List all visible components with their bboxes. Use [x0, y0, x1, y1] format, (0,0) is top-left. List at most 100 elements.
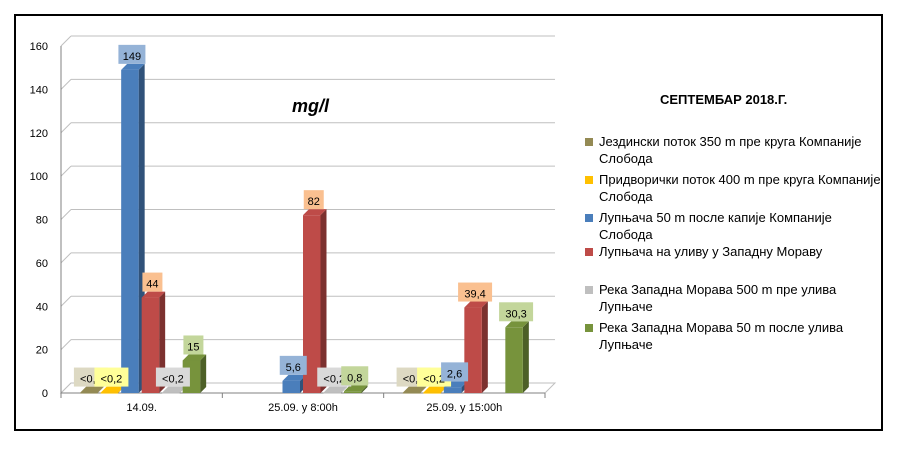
bar-top	[121, 63, 145, 70]
bar	[303, 215, 321, 393]
gridline-side	[60, 35, 72, 47]
data-label-bg	[94, 367, 129, 387]
y-tick-label: 160	[30, 41, 48, 53]
y-tick-label: 0	[42, 388, 48, 400]
y-tick-label: 140	[30, 84, 48, 96]
data-label: <0,2	[323, 374, 345, 386]
data-label: 0,8	[347, 372, 362, 384]
bar-side	[420, 386, 427, 393]
data-label: <0,2	[101, 374, 123, 386]
bar-top	[303, 209, 327, 216]
unit-label: mg/l	[292, 96, 330, 116]
y-tick-label: 40	[36, 301, 48, 313]
data-label: 39,4	[464, 289, 485, 301]
legend-label: Лупњача на уливу у Западну Мораву	[599, 244, 823, 259]
data-label: 2,6	[447, 368, 462, 380]
y-tick-label: 20	[36, 345, 48, 357]
legend-item: Река Западна Морава 50 m после улива Луп…	[585, 319, 885, 353]
bar-top	[423, 386, 447, 393]
y-tick-label: 80	[36, 215, 48, 227]
data-label: 82	[308, 196, 320, 208]
gridline-side	[60, 165, 72, 177]
bar-top	[100, 386, 125, 393]
bar-side	[320, 209, 327, 393]
legend-swatch	[585, 214, 593, 222]
bar	[100, 392, 119, 394]
x-tick-label: 25.09. у 15:00h	[426, 402, 502, 414]
legend-swatch	[585, 138, 593, 146]
data-label-bg	[341, 366, 369, 386]
bar-top	[141, 291, 166, 298]
bar-top	[323, 386, 347, 393]
gridline-side	[60, 122, 72, 134]
bar	[323, 392, 341, 394]
bar	[423, 392, 441, 394]
data-label: 5,6	[286, 362, 301, 374]
legend-item: Јездински поток 350 m пре круга Компаниј…	[585, 133, 885, 171]
legend-swatch	[585, 248, 593, 256]
data-label: <0,2	[162, 374, 184, 386]
y-tick-label: 100	[30, 171, 48, 183]
data-label-bg	[155, 367, 190, 387]
bar-side	[481, 301, 488, 393]
bar-side	[200, 354, 207, 393]
legend-label: Придворички поток 400 m пре круга Компан…	[599, 172, 881, 204]
data-label: 30,3	[505, 308, 526, 320]
data-label-bg	[441, 362, 469, 382]
gridline-side	[60, 79, 72, 90]
bar-side	[361, 385, 368, 393]
legend-item: Лупњача 50 m после капије Компаније Слоб…	[585, 209, 885, 243]
legend: Јездински поток 350 m пре круга Компаниј…	[585, 133, 885, 353]
bar	[162, 392, 180, 394]
data-label-bg	[142, 272, 163, 292]
data-label-bg	[458, 282, 493, 302]
y-tick-label: 60	[36, 258, 48, 270]
bar-top	[182, 354, 207, 361]
bar-top	[80, 386, 104, 393]
bar	[344, 391, 362, 393]
bar-side	[522, 321, 529, 393]
bar	[443, 387, 462, 393]
legend-swatch	[585, 286, 593, 294]
legend-item: Придворички поток 400 m пре круга Компан…	[585, 171, 885, 209]
data-label-bg	[499, 302, 534, 322]
bar-side	[341, 386, 347, 393]
bar-side	[97, 386, 104, 393]
bar	[282, 380, 300, 393]
legend-label: Река Западна Морава 50 m после улива Луп…	[599, 320, 844, 352]
bar	[402, 392, 421, 394]
legend-label: Лупњача 50 m после капије Компаније Слоб…	[599, 210, 832, 242]
y-tick-label: 120	[30, 128, 48, 140]
bar	[141, 297, 160, 393]
bar-top	[282, 374, 306, 381]
bar-top	[464, 301, 488, 308]
legend-swatch	[585, 324, 593, 332]
data-label-bg	[183, 335, 204, 355]
x-tick-label: 25.09. у 8:00h	[268, 402, 338, 414]
data-label-bg	[118, 44, 146, 64]
legend-title: СЕПТЕМБАР 2018.Г.	[660, 92, 788, 107]
bar-top	[505, 321, 529, 328]
data-label-bg	[279, 355, 307, 375]
legend-item: Лупњача на уливу у Западну Мораву	[585, 243, 885, 281]
data-label: 149	[123, 51, 141, 63]
bar	[80, 392, 98, 394]
gridline-side	[60, 252, 72, 264]
bar	[121, 69, 139, 393]
data-label-bg	[303, 190, 324, 210]
bar-top	[162, 386, 186, 393]
bar-top	[344, 385, 368, 392]
legend-swatch	[585, 176, 593, 184]
x-tick-label: 14.09.	[126, 402, 157, 414]
gridline-side	[60, 295, 72, 307]
gridline-side	[60, 209, 72, 220]
gridline-side	[60, 339, 72, 350]
bar	[505, 327, 523, 393]
bar	[464, 307, 482, 393]
legend-label: Река Западна Морава 500 m пре улива Лупњ…	[599, 282, 837, 314]
data-label: <0,2	[423, 374, 445, 386]
bar-top	[402, 386, 427, 393]
data-label: 15	[187, 341, 199, 353]
legend-item: Река Западна Морава 500 m пре улива Лупњ…	[585, 281, 885, 319]
